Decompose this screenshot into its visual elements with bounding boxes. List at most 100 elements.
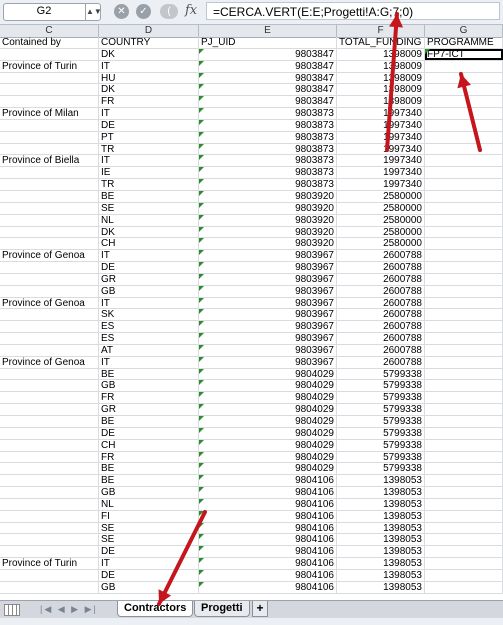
function-icon[interactable]: fx	[185, 3, 198, 18]
cell-d[interactable]: FR	[99, 96, 199, 108]
cell-g[interactable]	[425, 202, 503, 214]
cell-c[interactable]: Province of Genoa	[0, 250, 99, 262]
cell-d[interactable]: GB	[99, 581, 199, 593]
cell-f[interactable]: 1398053	[337, 546, 425, 558]
cell-d[interactable]: CH	[99, 238, 199, 250]
cell-g[interactable]	[425, 84, 503, 96]
cell-c[interactable]	[0, 143, 99, 155]
cell-e[interactable]: 9804106	[199, 522, 337, 534]
cell-g[interactable]	[425, 463, 503, 475]
cell-f[interactable]: 2600788	[337, 356, 425, 368]
cell-f[interactable]: 1997340	[337, 179, 425, 190]
cell-e[interactable]: 9804106	[199, 487, 337, 498]
cell-c[interactable]	[0, 167, 99, 179]
cell-e[interactable]: 9804029	[199, 404, 337, 415]
cell-d[interactable]: DE	[99, 262, 199, 273]
cell-d[interactable]: IT	[99, 297, 199, 309]
cell-c[interactable]	[0, 534, 99, 546]
cell-c[interactable]: Province of Genoa	[0, 356, 99, 368]
cell-e[interactable]: 9804029	[199, 416, 337, 427]
header-programme[interactable]: PROGRAMME	[425, 37, 503, 48]
cell-c[interactable]	[0, 214, 99, 226]
cell-g[interactable]	[425, 344, 503, 356]
cell-f[interactable]: 5799338	[337, 380, 425, 392]
cell-e[interactable]: 9803967	[199, 285, 337, 297]
cell-d[interactable]: IT	[99, 108, 199, 119]
cell-d[interactable]: AT	[99, 344, 199, 356]
cell-e[interactable]: 9803873	[199, 131, 337, 143]
cell-d[interactable]: FR	[99, 392, 199, 404]
cell-f[interactable]: 1997340	[337, 167, 425, 179]
cell-d[interactable]: NL	[99, 214, 199, 226]
cell-d[interactable]: SE	[99, 534, 199, 546]
cell-e[interactable]: 9803967	[199, 250, 337, 262]
cell-f[interactable]: 5799338	[337, 416, 425, 427]
cell-c[interactable]	[0, 451, 99, 463]
cell-d[interactable]: GR	[99, 404, 199, 415]
cell-d[interactable]: BE	[99, 416, 199, 427]
cell-g[interactable]	[425, 226, 503, 238]
cell-e[interactable]: 9804029	[199, 368, 337, 380]
cell-e[interactable]: 9803847	[199, 72, 337, 84]
cell-e[interactable]: 9803873	[199, 167, 337, 179]
cell-g[interactable]	[425, 392, 503, 404]
cell-e[interactable]: 9803920	[199, 190, 337, 202]
column-header-c[interactable]: C	[0, 25, 99, 37]
cell-c[interactable]: Province of Turin	[0, 60, 99, 72]
cell-d[interactable]: IT	[99, 155, 199, 167]
cell-f[interactable]: 2580000	[337, 238, 425, 250]
cell-e[interactable]: 9803873	[199, 108, 337, 119]
cell-c[interactable]	[0, 48, 99, 60]
cell-e[interactable]: 9803847	[199, 84, 337, 96]
cell-f[interactable]: 2600788	[337, 297, 425, 309]
cell-g[interactable]	[425, 356, 503, 368]
cancel-icon[interactable]: ✕	[114, 4, 129, 19]
cell-d[interactable]: GB	[99, 487, 199, 498]
cell-g[interactable]	[425, 439, 503, 451]
cell-d[interactable]: DK	[99, 48, 199, 60]
cell-f[interactable]: 5799338	[337, 368, 425, 380]
cell-d[interactable]: BE	[99, 368, 199, 380]
cell-c[interactable]	[0, 238, 99, 250]
cell-g[interactable]	[425, 558, 503, 569]
cell-d[interactable]: ES	[99, 333, 199, 344]
cell-f[interactable]: 2580000	[337, 214, 425, 226]
cell-c[interactable]	[0, 392, 99, 404]
cell-f[interactable]: 1398053	[337, 569, 425, 581]
cell-e[interactable]: 9804106	[199, 558, 337, 569]
header-pj-uid[interactable]: PJ_UID	[199, 37, 337, 48]
cell-g[interactable]	[425, 250, 503, 262]
cell-c[interactable]	[0, 119, 99, 131]
cell-d[interactable]: IT	[99, 250, 199, 262]
tab-contractors[interactable]: Contractors	[117, 601, 194, 617]
cell-e[interactable]: 9804106	[199, 581, 337, 593]
cell-e[interactable]: 9804106	[199, 475, 337, 487]
cell-f[interactable]: 5799338	[337, 439, 425, 451]
header-total-funding[interactable]: TOTAL_FUNDING	[337, 37, 425, 48]
cell-c[interactable]	[0, 581, 99, 593]
cell-f[interactable]: 1398009	[337, 60, 425, 72]
cell-g[interactable]	[425, 119, 503, 131]
cell-g[interactable]	[425, 155, 503, 167]
cell-e[interactable]: 9803967	[199, 309, 337, 321]
cell-d[interactable]: GR	[99, 273, 199, 285]
cell-g[interactable]	[425, 190, 503, 202]
cell-e[interactable]: 9804029	[199, 427, 337, 439]
cell-d[interactable]: BE	[99, 463, 199, 475]
cell-f[interactable]: 1398053	[337, 475, 425, 487]
cell-d[interactable]: NL	[99, 498, 199, 510]
cell-e[interactable]: 9803873	[199, 119, 337, 131]
cell-c[interactable]	[0, 439, 99, 451]
cell-f[interactable]: 1398009	[337, 96, 425, 108]
grid-view-icon[interactable]	[4, 604, 20, 616]
cell-g[interactable]	[425, 416, 503, 427]
cell-c[interactable]	[0, 190, 99, 202]
cell-g[interactable]	[425, 72, 503, 84]
cell-c[interactable]	[0, 427, 99, 439]
cell-d[interactable]: BE	[99, 475, 199, 487]
cell-c[interactable]: Province of Milan	[0, 108, 99, 119]
cell-c[interactable]: Province of Genoa	[0, 297, 99, 309]
cell-c[interactable]	[0, 202, 99, 214]
cell-e[interactable]: 9803967	[199, 273, 337, 285]
cell-g[interactable]	[425, 131, 503, 143]
